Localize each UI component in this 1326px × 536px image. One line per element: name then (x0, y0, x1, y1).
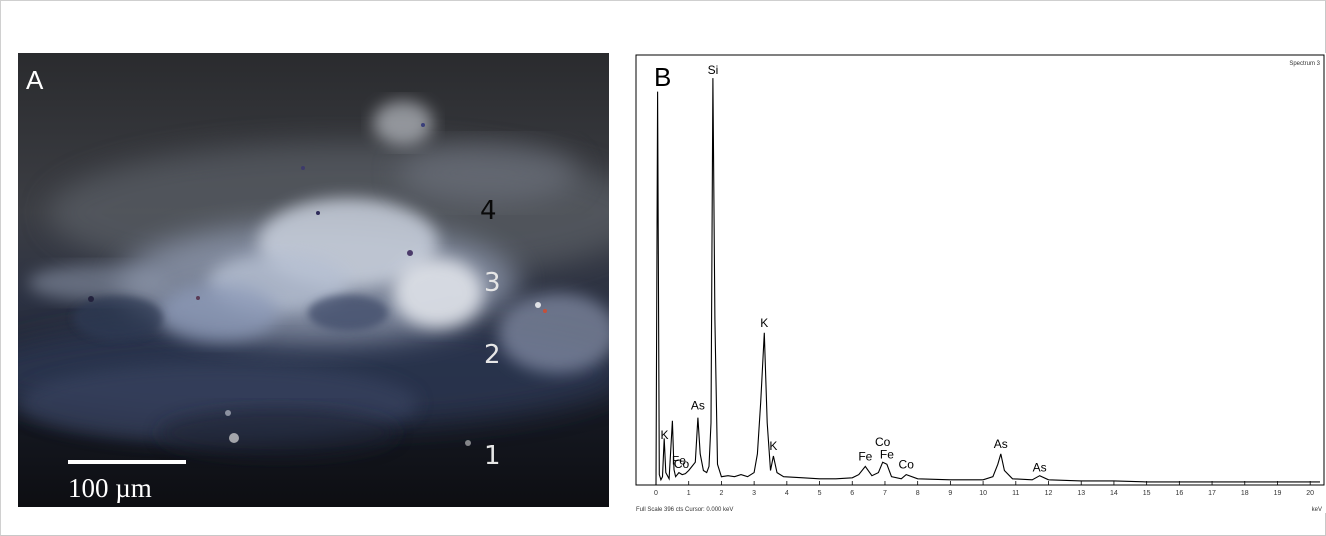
x-tick-label: 3 (752, 490, 756, 497)
x-tick-label: 12 (1045, 490, 1053, 497)
layer-label-3: 3 (484, 268, 501, 298)
x-tick-label: 19 (1274, 490, 1282, 497)
spectrum-chart: 0 1 2 3 4 5 6 7 8 9 10 11 12 13 14 15 16 17 18 19 20 SiKKKFe… (635, 54, 1325, 513)
x-tick-label: 6 (850, 490, 854, 497)
peak-label: As (994, 437, 1008, 451)
scale-bar (68, 460, 186, 464)
x-tick-label: 7 (883, 490, 887, 497)
peak-label: Fe (858, 449, 872, 463)
x-tick-label: 18 (1241, 490, 1249, 497)
scale-bar-label: 100 µm (68, 473, 152, 503)
x-tick-label: 5 (818, 490, 822, 497)
x-tick-label: 16 (1175, 490, 1183, 497)
peak-label: Si (708, 63, 719, 77)
layer-label-1: 1 (484, 441, 501, 471)
spectrum-name: Spectrum 3 (1289, 61, 1320, 67)
panel-b-letter: B (654, 62, 671, 92)
x-tick-label: 14 (1110, 490, 1118, 497)
x-tick-label: 4 (785, 490, 789, 497)
peak-label: K (769, 439, 777, 453)
x-tick-label: 17 (1208, 490, 1216, 497)
peak-label: As (1033, 461, 1047, 475)
micrograph-panel: A 4 3 2 1 100 µm (18, 53, 609, 507)
spectrum-footer: Full Scale 396 cts Cursor: 0.000 keV (636, 507, 733, 513)
x-tick-label: 2 (719, 490, 723, 497)
micrograph-image (18, 53, 609, 507)
plot-border (635, 54, 1325, 486)
x-tick-label: 15 (1143, 490, 1151, 497)
spectrum-series-line (655, 78, 1320, 486)
layer-label-4: 4 (480, 196, 497, 226)
x-tick-label: 13 (1077, 490, 1085, 497)
x-tick-label: 10 (979, 490, 987, 497)
peak-label: K (660, 428, 668, 442)
x-tick-label: 0 (654, 490, 658, 497)
x-axis-unit: keV (1312, 507, 1322, 513)
peak-label: Fe (672, 454, 686, 468)
spectrum-panel: 0 1 2 3 4 5 6 7 8 9 10 11 12 13 14 15 16 17 18 19 20 Si K K K Fe… (634, 53, 1326, 513)
x-tick-label: 1 (687, 490, 691, 497)
peak-label: As (691, 399, 705, 413)
peak-label: Co (899, 458, 915, 472)
peak-label: K (760, 316, 768, 330)
panel-a-letter: A (26, 65, 44, 95)
x-tick-label: 9 (948, 490, 952, 497)
x-tick-label: 8 (916, 490, 920, 497)
peak-label: Co (875, 435, 891, 449)
x-tick-label: 20 (1306, 490, 1314, 497)
x-tick-label: 11 (1012, 490, 1019, 497)
peak-label: Fe (880, 447, 894, 461)
layer-label-2: 2 (484, 340, 501, 370)
peak-label: Co (674, 457, 690, 471)
